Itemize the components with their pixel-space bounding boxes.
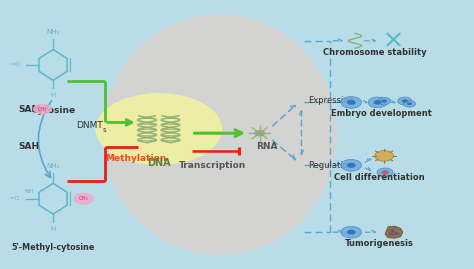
Text: H: H	[51, 92, 56, 98]
Text: DNA: DNA	[147, 158, 171, 168]
Circle shape	[377, 97, 391, 105]
Text: Chromosome stability: Chromosome stability	[323, 48, 427, 56]
Ellipse shape	[102, 14, 337, 255]
Circle shape	[254, 130, 265, 136]
Circle shape	[341, 226, 362, 238]
Text: Expression: Expression	[308, 96, 354, 105]
Text: CH₃: CH₃	[38, 107, 47, 112]
Text: H: H	[51, 226, 56, 232]
Circle shape	[33, 104, 52, 114]
Circle shape	[375, 151, 393, 161]
Text: CH₃: CH₃	[79, 196, 89, 201]
Circle shape	[73, 193, 94, 205]
Circle shape	[389, 233, 393, 235]
Text: SAH: SAH	[19, 142, 40, 151]
Text: 5'-Methyl-cytosine: 5'-Methyl-cytosine	[11, 243, 95, 252]
Text: Methylation: Methylation	[105, 154, 166, 163]
Circle shape	[95, 93, 222, 165]
Text: Tumorigenesis: Tumorigenesis	[345, 239, 414, 248]
Circle shape	[368, 97, 387, 108]
Circle shape	[394, 232, 399, 235]
Text: NH₂: NH₂	[46, 162, 60, 169]
Circle shape	[403, 100, 416, 107]
Text: =O: =O	[9, 196, 19, 201]
Circle shape	[341, 160, 362, 171]
Circle shape	[407, 102, 412, 105]
Text: RNA: RNA	[256, 142, 277, 151]
Circle shape	[377, 168, 393, 177]
Text: Cytosine: Cytosine	[31, 107, 75, 115]
Circle shape	[374, 100, 382, 105]
Text: DNMT: DNMT	[77, 121, 103, 130]
Circle shape	[347, 230, 356, 235]
Circle shape	[347, 100, 356, 105]
Circle shape	[382, 100, 387, 102]
Polygon shape	[385, 226, 403, 238]
Text: Embryo development: Embryo development	[331, 109, 432, 118]
Text: Transcription: Transcription	[179, 161, 246, 170]
Circle shape	[341, 97, 362, 108]
Text: Cell differentiation: Cell differentiation	[334, 173, 425, 182]
Circle shape	[402, 99, 408, 103]
Text: SAM: SAM	[19, 105, 41, 114]
Text: =O: =O	[9, 62, 19, 68]
Circle shape	[398, 97, 412, 105]
Circle shape	[390, 229, 395, 232]
Circle shape	[382, 171, 388, 174]
Circle shape	[347, 163, 356, 168]
Circle shape	[382, 171, 388, 174]
Text: NH: NH	[25, 189, 34, 194]
Text: NH₂: NH₂	[46, 29, 60, 35]
Text: s: s	[102, 127, 106, 133]
Text: Regulation: Regulation	[308, 161, 353, 170]
